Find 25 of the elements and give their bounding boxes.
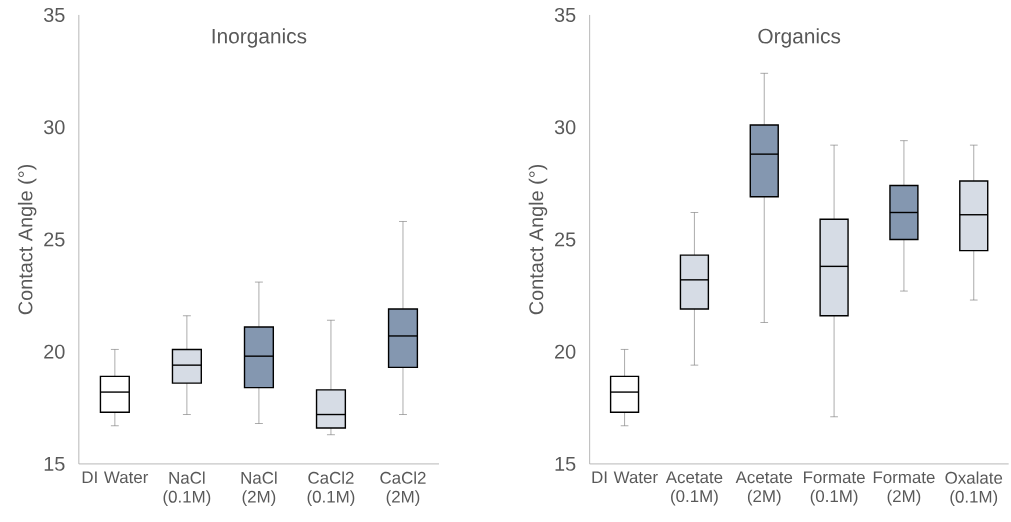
x-tick-label: CaCl2 (2M)	[380, 471, 426, 507]
x-tick-label: DI Water	[592, 471, 658, 484]
x-tick-label: Formate (2M)	[873, 471, 935, 506]
y-tick-label: 15	[44, 457, 65, 471]
y-tick-label: 15	[555, 457, 576, 471]
y-axis-title: Contact Angle (°)	[528, 165, 548, 315]
y-tick-label: 30	[554, 120, 576, 135]
x-tick-label: DI Water	[82, 471, 149, 484]
text: Inorganics	[212, 28, 307, 48]
x-tick-label: NaCl (0.1M)	[163, 471, 211, 507]
text: Organics	[758, 28, 841, 48]
y-axis-title: Contact Angle (°)	[17, 165, 37, 315]
x-tick-label: NaCl (2M)	[241, 471, 277, 507]
x-tick-label: Acetate (2M)	[735, 471, 793, 506]
y-tick-label: 20	[555, 344, 576, 359]
x-tick-label: CaCl2 (0.1M)	[307, 471, 355, 507]
x-tick-label: Acetate (0.1M)	[665, 471, 723, 506]
x-tick-label: Formate (0.1M)	[804, 471, 865, 506]
y-tick-label: 20	[44, 344, 65, 359]
x-tick-label: Oxalate (0.1M)	[945, 471, 1003, 507]
y-tick-label: 25	[555, 232, 576, 247]
y-tick-label: 35	[43, 8, 65, 23]
y-tick-label: 30	[43, 120, 65, 135]
y-tick-label: 25	[44, 232, 65, 247]
y-tick-label: 35	[554, 8, 576, 23]
